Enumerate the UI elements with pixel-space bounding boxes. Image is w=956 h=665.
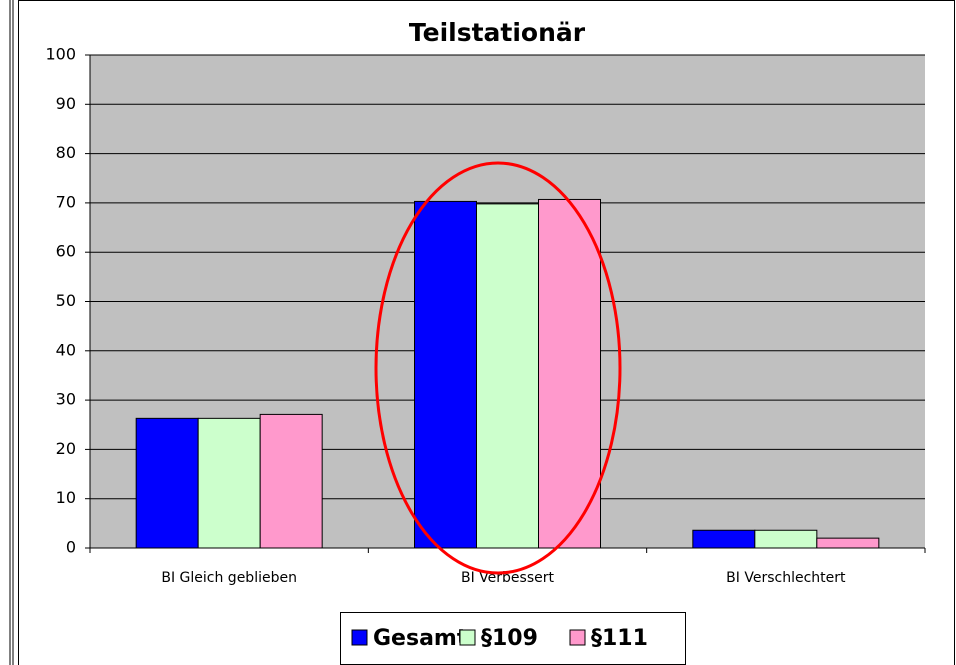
legend-swatch — [569, 629, 586, 646]
y-tick-label: 70 — [56, 192, 76, 211]
y-tick-label: 30 — [56, 390, 76, 409]
bar — [754, 529, 818, 549]
x-tick-label: BI Verschlechtert — [726, 570, 846, 586]
bar — [259, 413, 323, 549]
bar — [414, 200, 477, 549]
y-tick-label: 90 — [56, 94, 76, 113]
legend: Gesamt §109 §111 — [351, 626, 648, 651]
legend-label: §109 — [481, 626, 538, 651]
x-tick-label: BI Gleich geblieben — [161, 570, 297, 586]
x-tick-label: BI Verbessert — [461, 570, 555, 586]
highlight-ellipse — [374, 161, 622, 575]
legend-box — [340, 612, 686, 665]
bar — [476, 203, 539, 549]
y-tick-label: 80 — [56, 143, 76, 162]
y-tick-label: 20 — [56, 439, 76, 458]
y-tick-label: 40 — [56, 340, 76, 359]
legend-label: Gesamt — [373, 626, 468, 651]
plot: 0 10 20 30 40 50 60 70 80 90 100 BI Gleich gebliebe… — [45, 45, 926, 586]
bar — [197, 417, 261, 549]
y-tick-label: 60 — [56, 242, 76, 261]
bar — [692, 529, 756, 549]
bar — [816, 537, 880, 549]
legend-label: §111 — [591, 626, 648, 651]
bar — [135, 417, 199, 549]
legend-swatch — [351, 629, 368, 646]
chart-title: Teilstationär — [409, 18, 586, 47]
y-tick-label: 0 — [66, 538, 76, 557]
legend-swatch — [459, 629, 476, 646]
y-tick-label: 100 — [45, 45, 76, 64]
y-tick-label: 50 — [56, 291, 76, 310]
y-tick-label: 10 — [56, 488, 76, 507]
chart-frame — [18, 0, 955, 665]
bar — [538, 198, 601, 549]
